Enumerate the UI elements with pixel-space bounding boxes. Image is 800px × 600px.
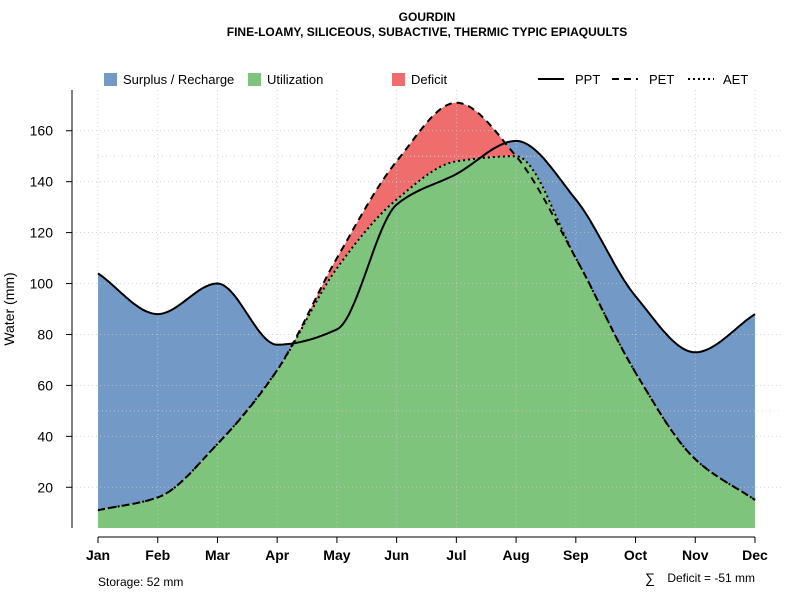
- chart-title: GOURDIN: [399, 10, 456, 24]
- legend-label-surplus: Surplus / Recharge: [123, 72, 234, 87]
- legend-swatch-surplus: [104, 73, 117, 86]
- deficit-note: Deficit = -51 mm: [667, 571, 755, 585]
- x-tick-label: Aug: [502, 547, 529, 563]
- legend-swatch-utilization: [248, 73, 261, 86]
- legend-label-deficit: Deficit: [411, 72, 448, 87]
- legend: Surplus / Recharge Utilization Deficit P…: [104, 72, 748, 87]
- y-tick-label: 160: [30, 123, 54, 139]
- x-tick-label: May: [323, 547, 350, 563]
- y-tick-label: 80: [37, 326, 53, 342]
- grid: [72, 90, 782, 528]
- plot-area: 20 40 60 80 100 120 140 160 Jan Feb Mar Apr May Jun Ju…: [30, 90, 782, 563]
- y-tick-label: 40: [37, 428, 53, 444]
- series-line-ppt: [97, 139, 756, 354]
- y-tick-label: 140: [30, 174, 54, 190]
- y-tick-label: 120: [30, 225, 54, 241]
- deficit-sum-icon: ∑: [645, 570, 655, 586]
- series-line-pet: [97, 101, 756, 512]
- x-tick-label: Nov: [682, 547, 709, 563]
- x-tick-label: Jun: [384, 547, 409, 563]
- x-tick-label: Apr: [265, 547, 290, 563]
- legend-label-utilization: Utilization: [267, 72, 323, 87]
- legend-label-ppt: PPT: [575, 72, 600, 87]
- x-tick-label: Oct: [624, 547, 648, 563]
- legend-label-pet: PET: [649, 72, 674, 87]
- x-tick-label: Dec: [742, 547, 768, 563]
- storage-note: Storage: 52 mm: [98, 575, 183, 589]
- y-tick-label: 100: [30, 276, 54, 292]
- x-tick-label: Jan: [86, 547, 110, 563]
- y-tick-label: 60: [37, 377, 53, 393]
- y-tick-label: 20: [37, 479, 53, 495]
- legend-label-aet: AET: [723, 72, 748, 87]
- utilization-area: [98, 156, 755, 528]
- legend-swatch-deficit: [392, 73, 405, 86]
- y-axis-label: Water (mm): [1, 272, 17, 345]
- x-tick-label: Jul: [446, 547, 466, 563]
- surplus-area: [98, 102, 755, 511]
- x-tick-label: Mar: [205, 547, 230, 563]
- chart-subtitle: FINE-LOAMY, SILICEOUS, SUBACTIVE, THERMI…: [227, 25, 627, 39]
- x-tick-label: Sep: [563, 547, 589, 563]
- x-tick-label: Feb: [145, 547, 170, 563]
